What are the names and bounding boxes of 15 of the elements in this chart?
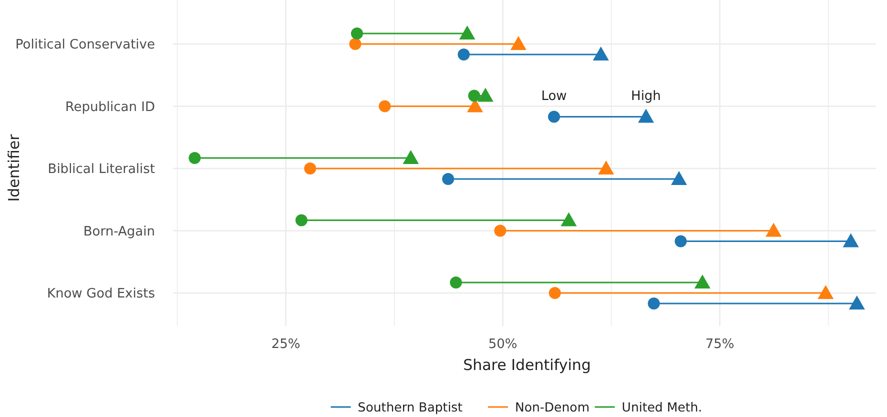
- y-tick-label: Political Conservative: [15, 38, 155, 52]
- y-axis-title: Identifier: [5, 133, 23, 202]
- legend-label: United Meth.: [622, 400, 702, 414]
- x-tick-label: 50%: [488, 337, 518, 352]
- x-axis-title: Share Identifying: [463, 356, 591, 374]
- x-tick-label: 25%: [271, 337, 300, 352]
- x-tick-label: 75%: [705, 337, 734, 352]
- y-tick-label: Biblical Literalist: [48, 162, 155, 177]
- legend-label: Non-Denom: [515, 400, 590, 414]
- annotation: Low: [541, 88, 568, 104]
- annotation: High: [631, 88, 661, 104]
- y-tick-label: Republican ID: [65, 100, 155, 115]
- y-tick-label: Born-Again: [83, 224, 155, 240]
- y-tick-label: Know God Exists: [46, 286, 156, 302]
- legend-label: Southern Baptist: [358, 400, 463, 414]
